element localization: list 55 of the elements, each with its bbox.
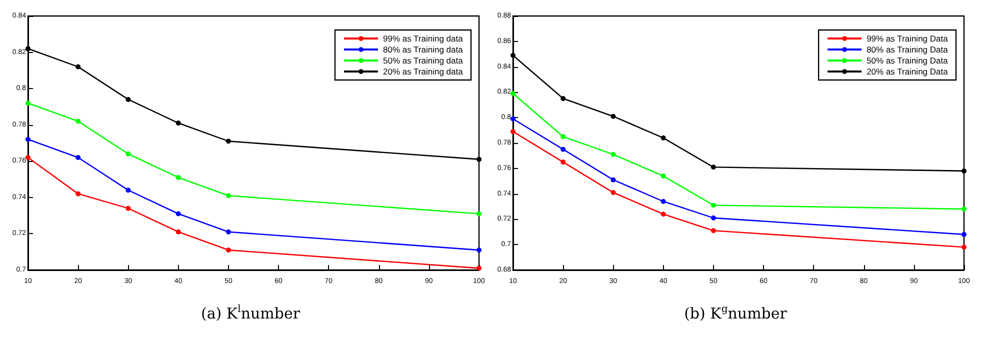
point bbox=[610, 190, 616, 196]
legend-label: 99% as Training data bbox=[382, 34, 464, 44]
point bbox=[710, 228, 716, 234]
point bbox=[26, 46, 30, 52]
legend-label: 50% as Training data bbox=[382, 56, 464, 66]
point bbox=[710, 164, 716, 170]
legend-label: 99% as Training Data bbox=[866, 34, 948, 44]
point bbox=[510, 129, 516, 134]
legend-label: 80% as Training data bbox=[382, 44, 464, 54]
point bbox=[126, 188, 131, 193]
point bbox=[126, 151, 131, 156]
point bbox=[560, 134, 566, 140]
point bbox=[226, 138, 231, 144]
legend-label: 80% as Training Data bbox=[866, 44, 948, 54]
point bbox=[26, 100, 30, 106]
point bbox=[710, 215, 716, 220]
point bbox=[660, 174, 666, 179]
point bbox=[610, 114, 616, 119]
point bbox=[710, 202, 716, 208]
point bbox=[176, 174, 181, 180]
point bbox=[76, 191, 81, 196]
point bbox=[76, 155, 81, 160]
point bbox=[176, 229, 181, 234]
legend-label: 20% as Training Data bbox=[866, 66, 948, 76]
point bbox=[476, 248, 482, 253]
point bbox=[962, 232, 966, 237]
point bbox=[560, 160, 566, 165]
point bbox=[126, 96, 131, 102]
point bbox=[76, 118, 81, 124]
legend-label: 50% as Training Data bbox=[866, 56, 948, 66]
point bbox=[660, 198, 666, 204]
point bbox=[510, 90, 516, 96]
point bbox=[660, 212, 666, 217]
point bbox=[476, 211, 482, 216]
point bbox=[610, 152, 616, 157]
point bbox=[560, 96, 566, 102]
point bbox=[476, 156, 482, 162]
point bbox=[226, 248, 231, 253]
point bbox=[226, 229, 231, 234]
point bbox=[660, 135, 666, 140]
point bbox=[560, 146, 566, 152]
point bbox=[226, 193, 231, 198]
point bbox=[962, 206, 966, 212]
point bbox=[510, 52, 516, 58]
point bbox=[510, 116, 516, 122]
legend-label: 20% as Training data bbox=[382, 66, 464, 76]
point bbox=[26, 155, 30, 160]
point bbox=[176, 120, 181, 126]
point bbox=[962, 244, 966, 250]
point bbox=[76, 64, 81, 70]
point bbox=[26, 136, 30, 142]
point bbox=[126, 206, 131, 211]
point bbox=[962, 168, 966, 174]
point bbox=[610, 177, 616, 182]
point bbox=[176, 211, 181, 216]
